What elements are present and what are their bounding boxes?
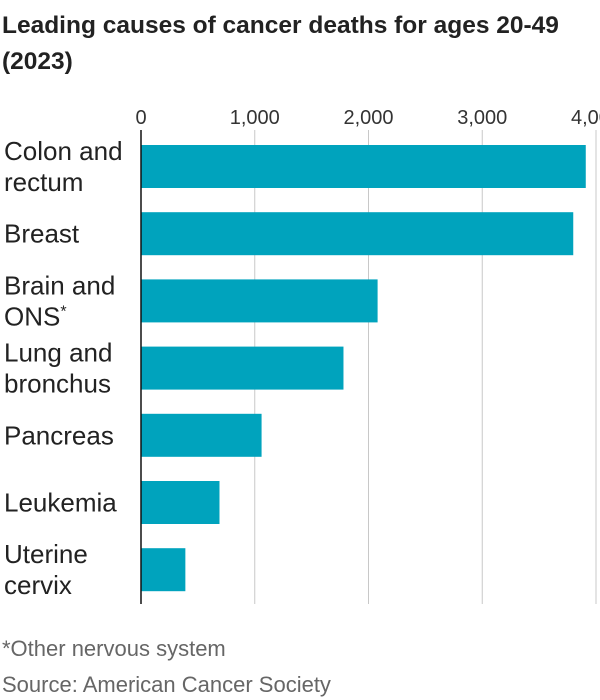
- x-tick-label: 4,000: [571, 107, 600, 129]
- category-label: Pancreas: [4, 420, 114, 450]
- category-label: Breast: [4, 219, 80, 249]
- category-labels: Colon and rectum Breast Brain and ONS* Lung a…: [4, 136, 123, 600]
- source-note: Source: American Cancer Society: [2, 672, 331, 697]
- bar: [141, 481, 220, 524]
- category-label: Lung and bronchus: [4, 338, 112, 399]
- bar: [141, 413, 262, 457]
- category-label: Leukemia: [4, 488, 117, 518]
- bars: [141, 145, 586, 592]
- x-tick-labels: 0 1,000 2,000 3,000 4,000: [135, 107, 600, 129]
- footnote: *Other nervous system: [2, 636, 226, 661]
- bar: [141, 279, 378, 323]
- category-label: Uterine cervix: [4, 539, 88, 600]
- x-tick-label: 2,000: [343, 107, 393, 129]
- bar: [141, 145, 586, 188]
- bar: [141, 548, 186, 592]
- chart-title: Leading causes of cancer deaths for ages…: [2, 12, 559, 75]
- x-tick-label: 3,000: [457, 107, 507, 129]
- category-label: Colon and rectum: [4, 136, 123, 197]
- x-tick-label: 0: [135, 107, 146, 129]
- bar: [141, 346, 344, 390]
- bar: [141, 212, 574, 256]
- category-label: Brain and ONS*: [4, 270, 115, 331]
- x-tick-label: 1,000: [230, 107, 280, 129]
